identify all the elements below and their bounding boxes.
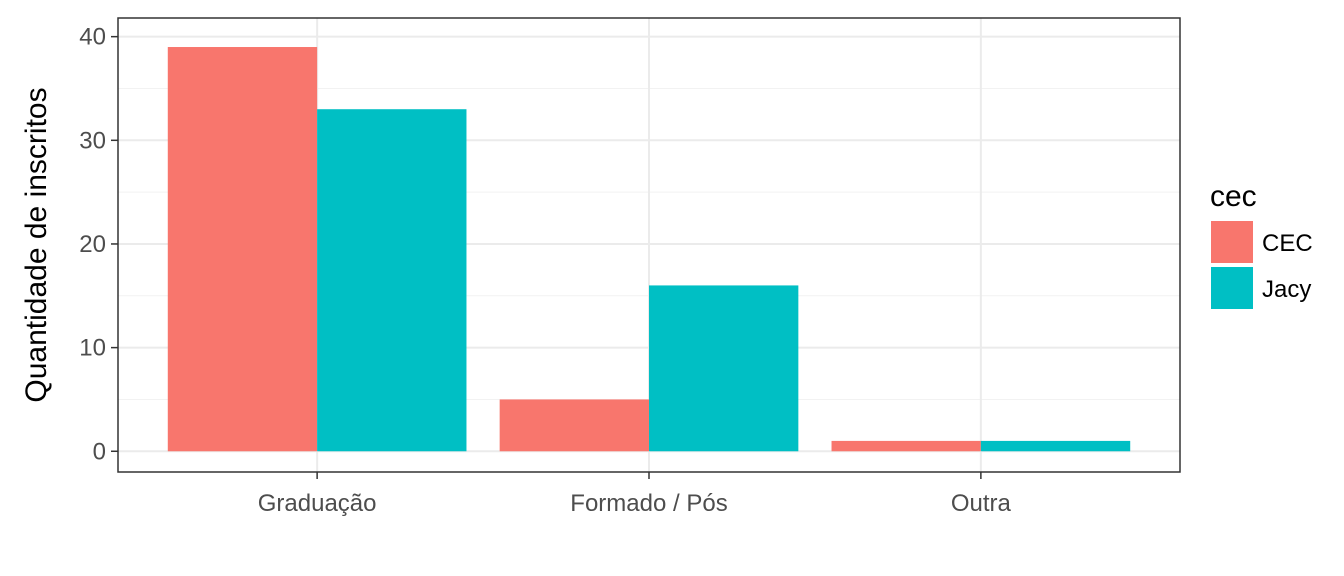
- bar-jacy-1: [317, 109, 467, 452]
- x-tick-label: Outra: [951, 490, 1012, 517]
- bar-cec-1: [167, 47, 318, 452]
- axis-ticks: 0 10 20 30 40 Graduação Formado / Pós Outra: [79, 24, 1011, 517]
- bar-jacy-3: [980, 440, 1131, 452]
- bar-cec-3: [831, 440, 981, 452]
- bar-cec-2: [499, 399, 649, 452]
- bars: [167, 47, 1131, 452]
- legend-label-cec: CEC: [1262, 230, 1313, 257]
- y-axis-title: Quantidade de inscritos: [20, 87, 53, 402]
- legend: cec CEC Jacy: [1210, 180, 1313, 309]
- legend-key-cec: [1211, 221, 1253, 263]
- bar-jacy-2: [649, 285, 799, 452]
- legend-items: CEC Jacy: [1211, 221, 1313, 309]
- y-tick-label: 10: [79, 335, 106, 362]
- x-tick-label: Graduação: [258, 490, 377, 517]
- legend-label-jacy: Jacy: [1262, 276, 1311, 303]
- legend-title: cec: [1210, 180, 1257, 213]
- y-tick-label: 0: [93, 438, 106, 465]
- x-tick-label: Formado / Pós: [570, 490, 727, 517]
- y-tick-label: 20: [79, 231, 106, 258]
- y-tick-label: 30: [79, 127, 106, 154]
- legend-key-jacy: [1211, 267, 1253, 309]
- y-tick-label: 40: [79, 24, 106, 51]
